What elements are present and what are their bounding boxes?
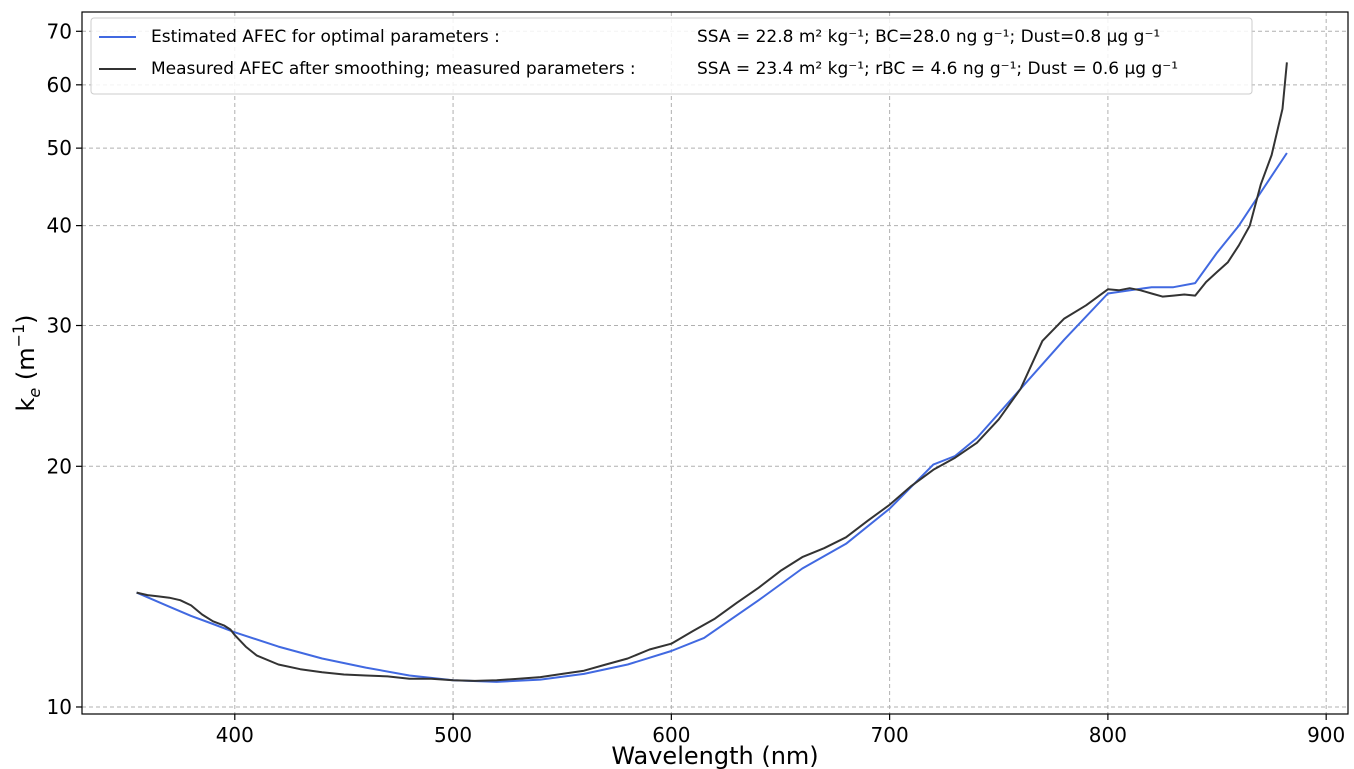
y-axis-title-unit-open: (m bbox=[12, 347, 40, 387]
y-axis-title-unit-superscript: −1 bbox=[9, 324, 28, 348]
y-axis-title-subscript: e bbox=[25, 388, 44, 398]
legend-params-measured: SSA = 23.4 m² kg⁻¹; rBC = 4.6 ng g⁻¹; Du… bbox=[697, 59, 1178, 79]
legend: Estimated AFEC for optimal parameters : … bbox=[90, 17, 1253, 95]
y-axis-title-main: k bbox=[12, 398, 40, 412]
y-tick-label: 60 bbox=[47, 73, 72, 97]
legend-label-measured: Measured AFEC after smoothing; measured … bbox=[151, 59, 636, 79]
y-tick-label: 40 bbox=[47, 214, 72, 238]
legend-label-estimated: Estimated AFEC for optimal parameters : bbox=[151, 27, 500, 47]
x-tick-label: 400 bbox=[216, 723, 254, 747]
y-tick-label: 50 bbox=[47, 136, 72, 160]
x-tick-label: 500 bbox=[434, 723, 472, 747]
y-axis-ticks: 10 20 30 40 50 60 70 bbox=[47, 19, 82, 719]
legend-params-estimated: SSA = 22.8 m² kg⁻¹; BC=28.0 ng g⁻¹; Dust… bbox=[697, 27, 1160, 47]
y-tick-label: 20 bbox=[47, 454, 72, 478]
y-tick-label: 30 bbox=[47, 314, 72, 338]
grid-lines bbox=[82, 12, 1348, 714]
x-tick-label: 800 bbox=[1089, 723, 1127, 747]
x-tick-label: 900 bbox=[1307, 723, 1345, 747]
x-tick-label: 700 bbox=[871, 723, 909, 747]
x-tick-label: 600 bbox=[652, 723, 690, 747]
series-layer bbox=[136, 62, 1288, 683]
series-line-measured bbox=[136, 62, 1288, 682]
legend-box bbox=[90, 17, 1253, 95]
x-axis-title: Wavelength (nm) bbox=[611, 742, 818, 769]
x-axis-ticks: 400 500 600 700 800 900 bbox=[216, 714, 1345, 747]
y-tick-label: 10 bbox=[47, 695, 72, 719]
plot-frame bbox=[81, 11, 1349, 715]
series-line-estimated bbox=[136, 152, 1288, 683]
y-tick-label: 70 bbox=[47, 19, 72, 43]
y-axis-title: ke (m−1) bbox=[9, 314, 44, 411]
y-axis-title-unit-close: ) bbox=[12, 314, 40, 323]
